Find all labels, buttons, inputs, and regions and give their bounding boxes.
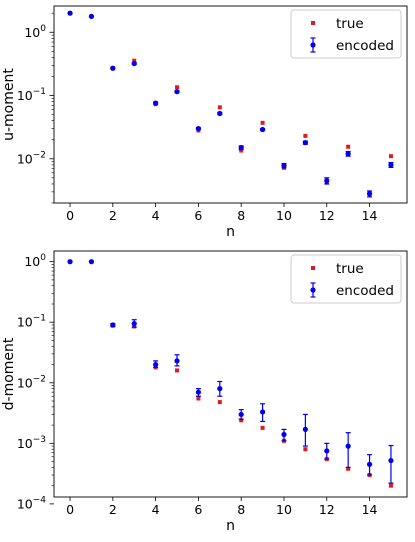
chart2-x-tick-label: 2: [109, 502, 117, 517]
chart2-series-encoded-point: [217, 386, 223, 392]
chart2-series-encoded-point: [153, 361, 159, 368]
chart2-x-tick-label: 14: [362, 502, 378, 517]
chart1-series-encoded-point: [238, 145, 244, 151]
chart2-series-encoded-point: [366, 461, 373, 467]
chart1-series-encoded-point: [259, 126, 266, 133]
chart2-series-true-point: [239, 418, 244, 423]
chart2-series-encoded-point: [195, 389, 202, 395]
chart1-series-encoded-point: [302, 140, 308, 146]
chart2-legend-marker-true: [311, 266, 315, 270]
chart1-legend-label-encoded: encoded: [336, 38, 394, 54]
chart1-series-encoded-point: [131, 60, 137, 67]
chart1-x-tick-label: 12: [319, 208, 335, 223]
chart2-x-tick-label: 12: [319, 502, 335, 517]
chart2-series-encoded-point: [388, 457, 394, 464]
chart2-y-tick-label: 10−2: [17, 374, 46, 390]
chart1-series-true-point: [303, 133, 308, 138]
chart1-series-encoded-point: [195, 125, 202, 132]
chart2-series-encoded: [67, 259, 394, 484]
chart2-series-encoded-point: [324, 448, 330, 454]
chart1-series-encoded-point: [324, 178, 330, 184]
chart1-x-tick-label: 6: [194, 208, 202, 223]
chart2-series-encoded-point: [110, 322, 116, 328]
chart2-legend-label-true: true: [336, 261, 364, 277]
chart2-series-true-point: [388, 483, 393, 488]
chart1-series-true-point: [346, 144, 351, 149]
chart2-y-axis-label: d-moment: [1, 337, 17, 410]
chart1-y-tick-label: 10−2: [17, 150, 46, 166]
chart1-series-encoded-point: [388, 162, 394, 168]
chart2-x-tick-label: 10: [276, 502, 292, 517]
chart1-legend-marker-encoded: [310, 42, 316, 48]
chart1-series-encoded-point: [217, 110, 223, 117]
chart2-series-true-point: [196, 396, 201, 401]
chart1-series-encoded-point: [366, 191, 373, 197]
chart1-y-tick-label: 10−1: [17, 87, 46, 103]
chart2-legend: true encoded: [290, 254, 402, 304]
chart2-x-tick-label: 8: [237, 502, 245, 517]
chart1-plot: 0 2 4 6 8 10 12 14 10−2 10−1 100 n u-moment true encod…: [1, 5, 408, 240]
chart2-series-true-point: [175, 368, 180, 373]
chart2-x-tick-label: 6: [194, 502, 202, 517]
chart2-plot: 0 2 4 6 8 10 12 14 10−4 10−3 10−2 10−1 100 n d-moment t…: [1, 250, 408, 534]
chart2-y-tick-label: 10−1: [17, 314, 46, 330]
chart2-legend-marker-encoded: [310, 287, 316, 293]
chart2-series-true-point: [346, 466, 351, 471]
chart2-series-true-point: [303, 447, 308, 452]
chart1-series-encoded: [67, 10, 394, 198]
chart1-y-axis-label: u-moment: [1, 68, 17, 141]
chart1-series-true-point: [388, 154, 393, 159]
chart2-legend-box: [290, 254, 402, 304]
chart1-x-tick-label: 4: [152, 208, 160, 223]
chart1-x-axis-label: n: [226, 224, 235, 240]
chart1-series-true-point: [175, 85, 180, 90]
chart1-x-tick-label: 14: [362, 208, 378, 223]
chart2-series-true-point: [217, 400, 222, 405]
chart2-series-encoded-point: [302, 426, 308, 432]
chart1-x-tick-label: 2: [109, 208, 117, 223]
chart2-y-tick-label: 100: [24, 253, 46, 269]
chart1-legend-box: [290, 9, 402, 59]
chart1-legend: true encoded: [290, 9, 402, 59]
chart1-plot-frame: [53, 5, 408, 204]
chart2-series-encoded-point: [345, 443, 351, 449]
chart1-series-encoded-point: [110, 65, 116, 71]
chart2-series-encoded-point: [174, 358, 180, 364]
chart2-series-encoded-point: [67, 259, 73, 265]
chart1-series-encoded-point: [88, 13, 95, 20]
chart2-series-true-point: [260, 425, 265, 430]
chart1-legend-marker-true: [311, 21, 315, 25]
chart1-series-encoded-point: [153, 100, 159, 106]
chart2-x-tick-label: 0: [66, 502, 74, 517]
chart1-y-tick-label: 100: [24, 24, 46, 40]
chart2-plot-frame: [53, 250, 408, 498]
chart2-x-tick-label: 4: [152, 502, 160, 517]
chart2-y-tick-label: 10−3: [17, 435, 46, 451]
chart1-series-encoded-point: [174, 89, 180, 95]
chart2-series-encoded-point: [88, 259, 95, 265]
chart1-x-tick-label: 8: [237, 208, 245, 223]
chart1-x-tick-label: 0: [66, 208, 74, 223]
chart1-x-tick-label: 10: [276, 208, 292, 223]
chart2-series-encoded-point: [131, 320, 137, 327]
chart1-series-encoded-point: [345, 151, 351, 157]
chart2-series-encoded-point: [259, 409, 266, 415]
chart1-series-true-point: [260, 120, 265, 125]
chart1-legend-label-true: true: [336, 16, 364, 32]
chart1-series-encoded-point: [281, 163, 287, 169]
chart1-series-encoded-point: [67, 10, 73, 16]
chart2-series-encoded-point: [238, 411, 244, 418]
chart1-series-true-point: [132, 58, 137, 63]
chart2-y-tick-label: 10−4: [17, 495, 46, 511]
chart1-series-true-point: [239, 148, 244, 153]
chart2-series-encoded-point: [281, 431, 287, 438]
chart1-series-true-point: [217, 105, 222, 110]
chart2-x-axis-label: n: [226, 518, 235, 534]
chart2-legend-label-encoded: encoded: [336, 283, 394, 299]
